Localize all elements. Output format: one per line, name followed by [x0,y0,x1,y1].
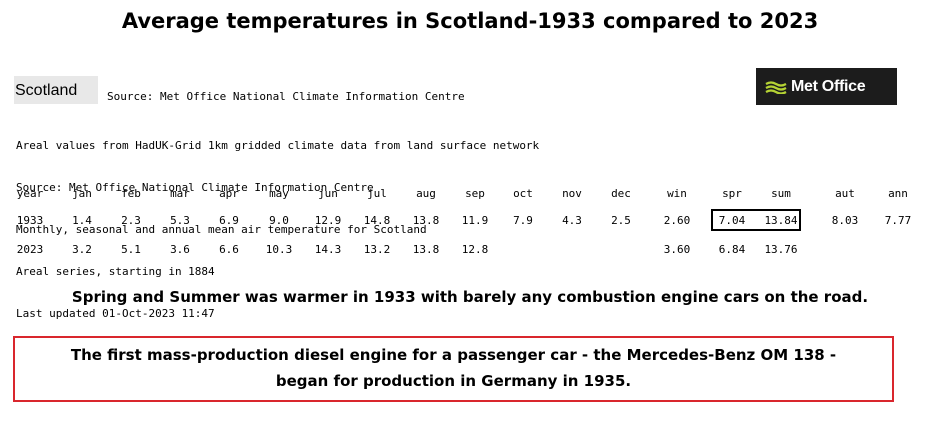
table-cell: 14.3 [314,243,342,256]
note-box [13,336,894,402]
note-text: The first mass-production diesel engine … [13,342,894,394]
table-cell: 8.03 [831,214,859,227]
table-header-win: win [667,187,687,200]
table-cell: 2.60 [663,214,691,227]
table-cell: 13.84 [764,214,798,227]
logo-text: Met Office [791,77,866,95]
table-cell: 14.8 [363,214,391,227]
table-cell: 3.60 [663,243,691,256]
table-header-ann: ann [888,187,908,200]
table-header-mar: mar [170,187,190,200]
table-header-apr: apr [219,187,239,200]
info-line: Source: Met Office National Climate Info… [16,181,374,194]
table-cell: 12.9 [314,214,342,227]
table-header-nov: nov [562,187,582,200]
table-cell: 13.2 [363,243,391,256]
table-cell: 5.3 [170,214,190,227]
region-label-box [14,76,98,104]
table-cell: 10.3 [265,243,293,256]
page-title: Average temperatures in Scotland-1933 co… [121,9,819,33]
met-office-logo: Met Office [756,68,897,105]
table-cell: 6.9 [219,214,239,227]
table-cell: 11.9 [461,214,489,227]
table-header-sum: sum [771,187,791,200]
table-cell: 4.3 [562,214,582,227]
table-header-jul: jul [367,187,387,200]
table-header-sep: sep [465,187,485,200]
table-cell: 7.04 [718,214,746,227]
source-caption: Source: Met Office National Climate Info… [107,90,465,103]
table-cell: 1.4 [72,214,92,227]
table-header-aut: aut [835,187,855,200]
met-office-stripes-icon [765,80,787,94]
table-cell: 12.8 [461,243,489,256]
info-line: Last updated 01-Oct-2023 11:47 [16,307,215,320]
table-header-may: may [269,187,289,200]
table-cell: 5.1 [121,243,141,256]
table-cell: 1933 [16,214,44,227]
info-block: Areal values from HadUK-Grid 1km gridded… [16,111,539,335]
table-header-dec: dec [611,187,631,200]
table-header-year: year [16,187,44,200]
table-cell: 6.84 [718,243,746,256]
table-header-jan: jan [72,187,92,200]
table-header-feb: feb [121,187,141,200]
table-cell: 2.5 [611,214,631,227]
table-cell: 7.9 [513,214,533,227]
table-cell: 2023 [16,243,44,256]
note-line: began for production in Germany in 1935. [275,372,632,390]
table-cell: 13.8 [412,214,440,227]
table-header-jun: jun [318,187,338,200]
info-line: Monthly, seasonal and annual mean air te… [16,223,427,236]
info-line: Areal values from HadUK-Grid 1km gridded… [16,139,540,152]
table-header-oct: oct [513,187,533,200]
table-cell: 3.2 [72,243,92,256]
table-cell: 2.3 [121,214,141,227]
statement: Spring and Summer was warmer in 1933 wit… [71,288,869,306]
note-line: The first mass-production diesel engine … [70,346,837,364]
table-header-spr: spr [722,187,742,200]
table-cell: 13.8 [412,243,440,256]
table-cell: 9.0 [269,214,289,227]
region-label: Scotland [15,82,78,99]
table-cell: 3.6 [170,243,190,256]
highlight-box [711,209,801,231]
table-cell: 13.76 [764,243,798,256]
table-cell: 6.6 [219,243,239,256]
info-line: Areal series, starting in 1884 [16,265,215,278]
table-cell: 7.77 [884,214,912,227]
table-header-aug: aug [416,187,436,200]
